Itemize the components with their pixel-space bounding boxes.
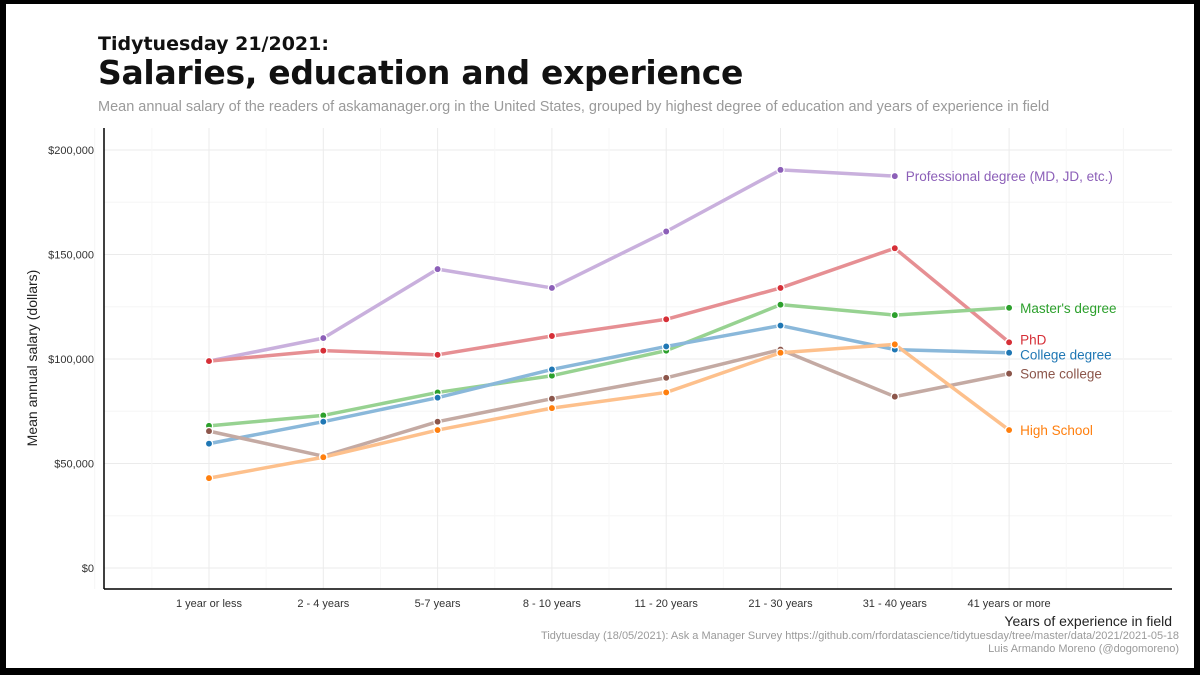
data-point (547, 394, 557, 403)
x-tick-label: 31 - 40 years (863, 598, 928, 610)
y-axis-title: Mean annual salary (dollars) (24, 270, 40, 447)
series-line (207, 342, 1011, 480)
series-label: Master's degree (1020, 301, 1116, 316)
data-point (890, 243, 900, 253)
data-point (433, 393, 442, 402)
data-point (204, 356, 214, 366)
series-label: Some college (1020, 367, 1102, 382)
data-point (1004, 303, 1014, 313)
data-point (890, 392, 900, 401)
series-label: College degree (1020, 348, 1112, 363)
data-point (547, 365, 557, 374)
x-tick-label: 41 years or more (968, 598, 1051, 610)
data-point (1004, 338, 1014, 347)
data-point (319, 452, 328, 462)
data-point (204, 439, 214, 448)
x-tick-label: 11 - 20 years (635, 598, 699, 610)
data-point (547, 331, 557, 341)
data-point (319, 346, 328, 355)
data-point (661, 373, 671, 383)
data-point (319, 333, 328, 343)
chart-frame (6, 4, 1194, 668)
y-tick-label: $150,000 (48, 250, 94, 262)
data-point (1004, 369, 1014, 378)
x-tick-label: 5-7 years (415, 598, 461, 610)
data-point (776, 165, 785, 175)
data-point (547, 403, 557, 413)
y-tick-label: $50,000 (54, 459, 94, 471)
caption-author: Luis Armando Moreno (@dogomoreno) (988, 643, 1179, 655)
data-point (204, 473, 214, 483)
chart-pre-title: Tidytuesday 21/2021: (98, 33, 329, 55)
series-label: Professional degree (MD, JD, etc.) (906, 169, 1113, 184)
data-point (661, 342, 671, 351)
data-point (776, 348, 785, 357)
data-point (776, 300, 785, 309)
data-point (319, 417, 328, 426)
y-tick-label: $200,000 (48, 145, 94, 157)
data-point (661, 388, 671, 397)
data-point (547, 283, 557, 293)
data-point (433, 417, 442, 426)
x-tick-label: 8 - 10 years (523, 598, 582, 610)
data-point (776, 321, 785, 330)
series-line (207, 246, 1011, 363)
y-tick-label: $0 (82, 563, 94, 575)
series-label: PhD (1020, 332, 1047, 347)
data-point (433, 425, 442, 435)
data-point (890, 340, 900, 349)
caption-source: Tidytuesday (18/05/2021): Ask a Manager … (541, 630, 1179, 642)
chart-title: Salaries, education and experience (98, 53, 744, 92)
data-point (1004, 348, 1014, 357)
data-point (204, 426, 214, 436)
data-point (890, 310, 900, 320)
series-line (207, 347, 1011, 458)
data-point (433, 350, 442, 360)
series-label: High School (1020, 423, 1093, 438)
x-axis-title: Years of experience in field (1004, 613, 1172, 629)
data-point (1004, 425, 1014, 435)
chart-subtitle: Mean annual salary of the readers of ask… (98, 99, 1050, 115)
data-point (661, 315, 671, 324)
data-point (890, 171, 900, 181)
data-point (661, 227, 671, 236)
series-line (207, 302, 1011, 428)
y-tick-label: $100,000 (48, 354, 94, 366)
x-tick-label: 21 - 30 years (748, 598, 813, 610)
data-point (776, 283, 785, 293)
x-tick-label: 2 - 4 years (297, 598, 349, 610)
x-tick-label: 1 year or less (176, 598, 243, 610)
data-point (433, 264, 442, 274)
